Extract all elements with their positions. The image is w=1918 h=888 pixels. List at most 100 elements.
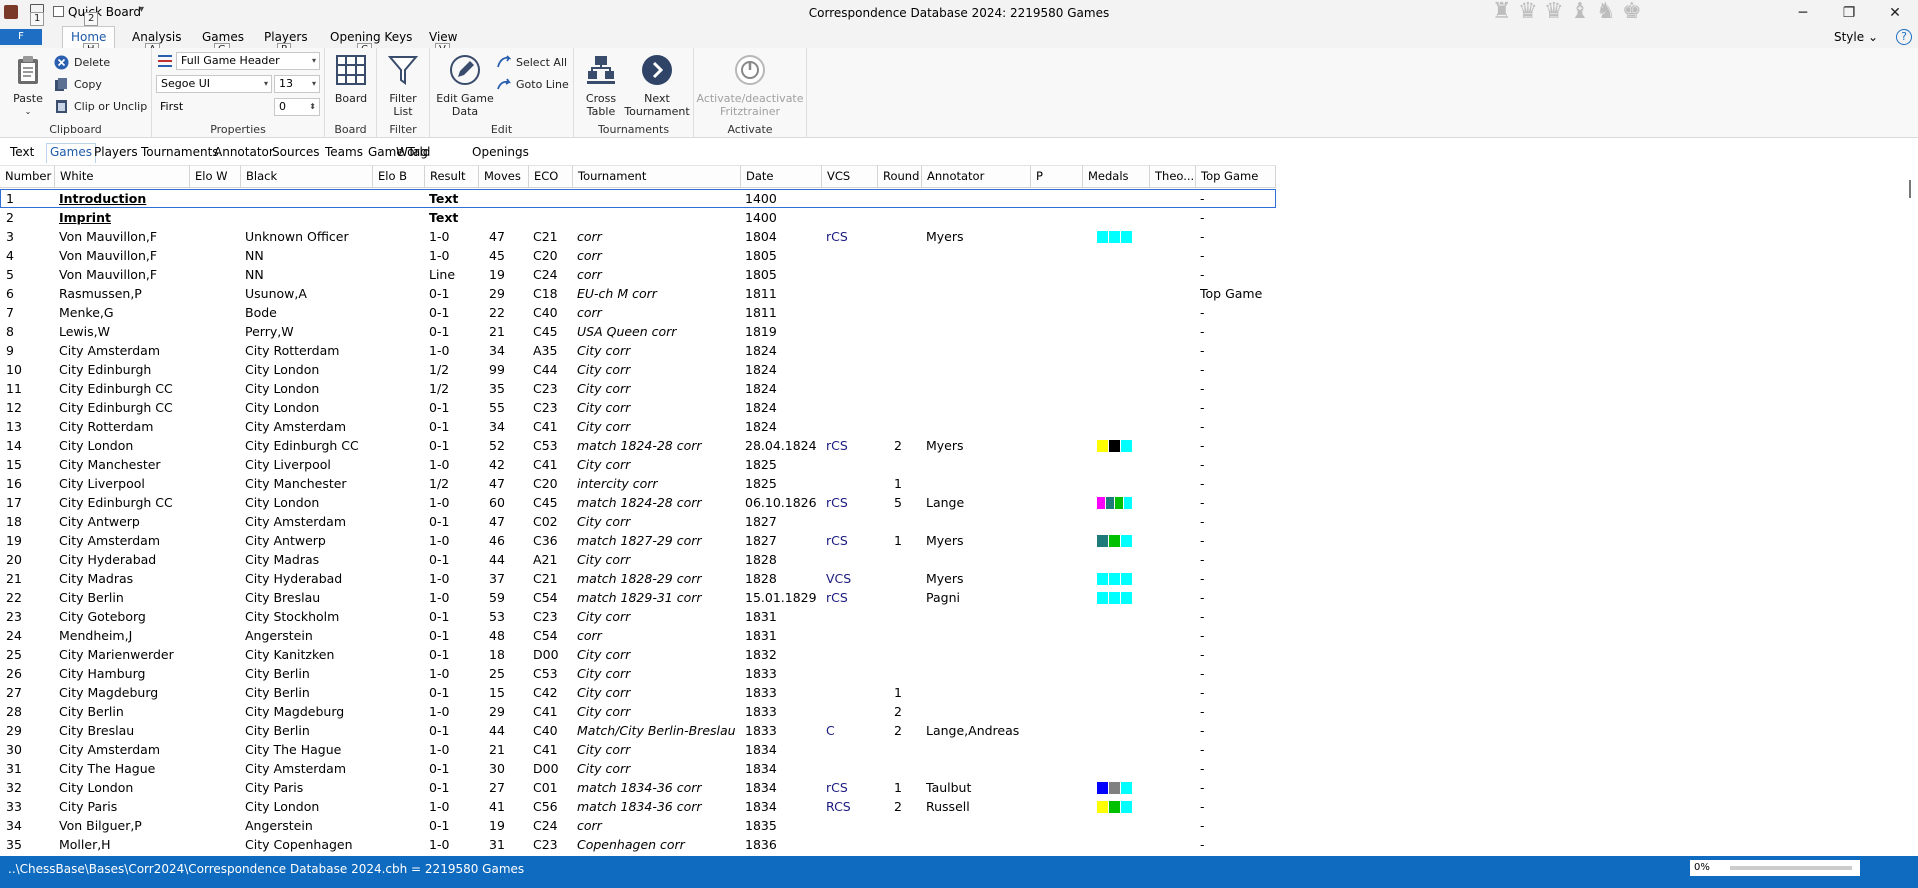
column-header-elo-w[interactable]: Elo W [190,165,241,188]
subtab-world[interactable]: World [396,145,431,159]
quick-board-checkbox[interactable] [53,6,64,17]
scrollbar-thumb[interactable] [1909,180,1911,198]
table-row[interactable]: 11 City Edinburgh CC City London 1/2 35 C23 Ci… [0,379,1276,398]
column-header-black[interactable]: Black [241,165,373,188]
table-row[interactable]: 22 City Berlin City Breslau 1-0 59 C54 match 1… [0,588,1276,607]
table-row[interactable]: 33 City Paris City London 1-0 41 C56 match 183… [0,797,1276,816]
table-row[interactable]: 34 Von Bilguer,P Angerstein 0-1 19 C24 corr 183… [0,816,1276,835]
table-row[interactable]: 27 City Magdeburg City Berlin 0-1 15 C42 City … [0,683,1276,702]
help-icon[interactable]: ? [1896,29,1912,45]
table-row[interactable]: 1 Introduction Text 1400 - [0,189,1276,208]
quick-access-dropdown-icon[interactable]: ▾ [139,4,145,15]
subtab-openings[interactable]: Openings [472,145,529,159]
table-row[interactable]: 19 City Amsterdam City Antwerp 1-0 46 C36 matc… [0,531,1276,550]
table-row[interactable]: 35 Moller,H City Copenhagen 1-0 31 C23 Copenha… [0,835,1276,854]
clip-unclip-button[interactable]: Clip or Unclip [54,99,147,114]
column-header-top-game[interactable]: Top Game [1196,165,1276,188]
column-header-elo-b[interactable]: Elo B [373,165,425,188]
column-header-round[interactable]: Round [878,165,922,188]
rook-icon[interactable]: ♜ [1492,0,1512,24]
table-row[interactable]: 2 Imprint Text 1400 - [0,208,1276,227]
subtab-annotator[interactable]: Annotator [214,145,274,159]
table-row[interactable]: 6 Rasmussen,P Usunow,A 0-1 29 C18 EU-ch M corr… [0,284,1276,303]
column-header-result[interactable]: Result [425,165,479,188]
column-header-number[interactable]: Number [0,165,55,188]
minimize-button[interactable]: ─ [1798,5,1808,21]
next-tournament-button[interactable]: Next Tournament [624,54,690,118]
table-row[interactable]: 10 City Edinburgh City London 1/2 99 C44 City … [0,360,1276,379]
table-row[interactable]: 5 Von Mauvillon,F NN Line 19 C24 corr 1805 - [0,265,1276,284]
bishop-icon[interactable]: ♝ [1570,0,1590,24]
table-row[interactable]: 18 City Antwerp City Amsterdam 0-1 47 C02 City… [0,512,1276,531]
tab-view[interactable]: View [429,30,458,44]
column-header-eco[interactable]: ECO [529,165,573,188]
queen-alt-icon[interactable]: ♛ [1544,0,1564,24]
tab-games[interactable]: Games [202,30,244,44]
tab-analysis[interactable]: Analysis [132,30,182,44]
table-row[interactable]: 3 Von Mauvillon,F Unknown Officer 1-0 47 C21 c… [0,227,1276,246]
table-row[interactable]: 4 Von Mauvillon,F NN 1-0 45 C20 corr 1805 - [0,246,1276,265]
table-row[interactable]: 9 City Amsterdam City Rotterdam 1-0 34 A35 Cit… [0,341,1276,360]
table-row[interactable]: 23 City Goteborg City Stockholm 0-1 53 C23 Cit… [0,607,1276,626]
cross-table-button[interactable]: Cross Table [578,54,624,118]
column-header-white[interactable]: White [55,165,190,188]
column-header-theo[interactable]: Theo... [1150,165,1196,188]
activate-fritztrainer-button[interactable]: Activate/deactivate Fritztrainer [696,54,804,118]
table-row[interactable]: 30 City Amsterdam City The Hague 1-0 21 C41 Ci… [0,740,1276,759]
first-stepper[interactable]: 0 ⬍ [274,98,320,116]
table-row[interactable]: 25 City Marienwerder City Kanitzken 0-1 18 D0… [0,645,1276,664]
column-header-moves[interactable]: Moves [479,165,529,188]
king-icon[interactable]: ♚ [1622,0,1642,24]
close-button[interactable]: ✕ [1889,5,1901,21]
table-row[interactable]: 31 City The Hague City Amsterdam 0-1 30 D00 Ci… [0,759,1276,778]
table-row[interactable]: 17 City Edinburgh CC City London 1-0 60 C45 ma… [0,493,1276,512]
select-all-button[interactable]: Select All [496,55,567,70]
paste-button[interactable]: Paste ⌄ [8,54,48,118]
column-header-vcs[interactable]: VCS [822,165,878,188]
queen-icon[interactable]: ♛ [1518,0,1538,24]
column-header-tournament[interactable]: Tournament [573,165,741,188]
subtab-games[interactable]: Games [46,143,96,163]
table-row[interactable]: 28 City Berlin City Magdeburg 1-0 29 C41 City … [0,702,1276,721]
table-row[interactable]: 20 City Hyderabad City Madras 0-1 44 A21 City … [0,550,1276,569]
table-row[interactable]: 21 City Madras City Hyderabad 1-0 37 C21 match… [0,569,1276,588]
table-row[interactable]: 26 City Hamburg City Berlin 1-0 25 C53 City co… [0,664,1276,683]
subtab-players[interactable]: Players [94,145,138,159]
subtab-text[interactable]: Text [10,145,35,159]
table-row[interactable]: 8 Lewis,W Perry,W 0-1 21 C45 USA Queen corr 181… [0,322,1276,341]
app-icon[interactable] [4,5,18,19]
delete-button[interactable]: Delete [54,55,110,70]
subtab-game-tag[interactable]: Game Tag [368,145,428,159]
header-style-combo[interactable]: Full Game Header ▾ [176,52,320,70]
column-header-medals[interactable]: Medals [1083,165,1150,188]
tab-opening-keys[interactable]: Opening Keys [330,30,413,44]
copy-button[interactable]: Copy [54,77,102,92]
knight-icon[interactable]: ♞ [1596,0,1616,24]
subtab-sources[interactable]: Sources [272,145,320,159]
vertical-scrollbar[interactable] [1904,165,1918,855]
font-combo[interactable]: Segoe UI ▾ [156,75,272,93]
goto-line-button[interactable]: Goto Line [496,77,569,92]
column-header-annotator[interactable]: Annotator [922,165,1031,188]
table-row[interactable]: 16 City Liverpool City Manchester 1/2 47 C20 i… [0,474,1276,493]
table-row[interactable]: 7 Menke,G Bode 0-1 22 C40 corr 1811 - [0,303,1276,322]
table-row[interactable]: 15 City Manchester City Liverpool 1-0 42 C41 C… [0,455,1276,474]
table-row[interactable]: 24 Mendheim,J Angerstein 0-1 48 C54 corr 1831 - [0,626,1276,645]
table-row[interactable]: 12 City Edinburgh CC City London 0-1 55 C23 Ci… [0,398,1276,417]
table-row[interactable]: 13 City Rotterdam City Amsterdam 0-1 34 C41 Ci… [0,417,1276,436]
tab-home[interactable]: Home [62,26,116,49]
tab-players[interactable]: Players [264,30,308,44]
subtab-teams[interactable]: Teams [325,145,363,159]
column-header-date[interactable]: Date [741,165,822,188]
table-row[interactable]: 14 City London City Edinburgh CC 0-1 52 C53 ma… [0,436,1276,455]
file-tab[interactable]: F [0,29,42,45]
subtab-tournaments[interactable]: Tournaments [141,145,219,159]
column-header-p[interactable]: P [1031,165,1083,188]
edit-game-data-button[interactable]: Edit Game Data [436,54,494,118]
board-button[interactable]: Board [331,54,371,105]
maximize-button[interactable]: ❐ [1842,5,1856,21]
table-row[interactable]: 29 City Breslau City Berlin 0-1 44 C40 Match/C… [0,721,1276,740]
filter-list-button[interactable]: Filter List [383,54,423,118]
style-menu[interactable]: Style ⌄ [1834,30,1878,44]
font-size-combo[interactable]: 13 ▾ [274,75,320,93]
